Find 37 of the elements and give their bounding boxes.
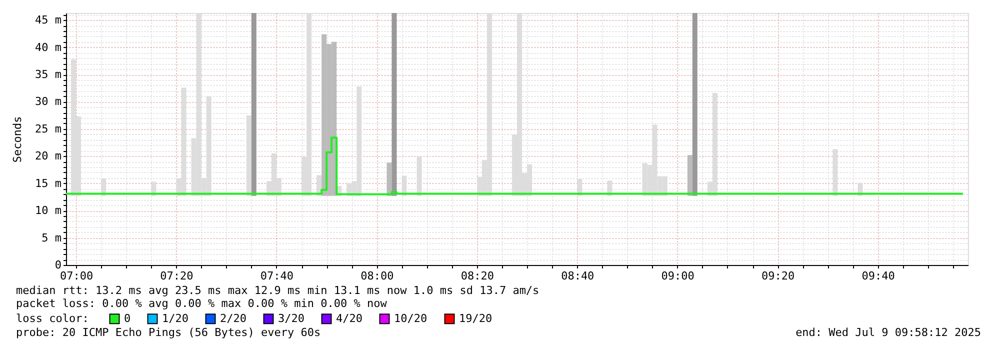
legend-label: 19/20 xyxy=(459,312,492,325)
legend-label: 10/20 xyxy=(394,312,428,325)
y-tick-label: 15 m xyxy=(35,176,62,190)
bar xyxy=(687,155,692,196)
x-tick-label: 09:40 xyxy=(862,270,895,282)
legend-label: 2/20 xyxy=(220,312,246,325)
y-tick-label: 10 m xyxy=(35,204,62,218)
text: end: Wed Jul 9 09:58:12 2025 xyxy=(796,326,981,339)
legend-label: 0 xyxy=(124,312,131,325)
bar xyxy=(386,162,392,196)
x-tick-label: 07:40 xyxy=(260,270,294,282)
x-tick-label: 09:00 xyxy=(661,270,694,282)
legend-label: 1/20 xyxy=(162,312,188,325)
x-tick-label: 09:20 xyxy=(762,270,795,282)
legend-label: 4/20 xyxy=(336,312,362,325)
legend-title: loss color: xyxy=(16,312,89,325)
text: median rtt: 13.2 ms avg 23.5 ms max 12.9 ms min 13.1 ms now 1.0 ms sd 13.7 am/s xyxy=(16,284,540,297)
y-tick-label: 40 m xyxy=(35,40,62,54)
y-tick-label: 45 m xyxy=(35,14,62,27)
y-tick-label: 25 m xyxy=(35,122,62,136)
bar xyxy=(692,13,698,196)
y-tick-label: 0 xyxy=(54,258,62,272)
bar xyxy=(251,13,256,196)
x-tick-label: 08:20 xyxy=(460,270,494,282)
y-axis-title: Seconds xyxy=(11,116,24,163)
legend-label: 3/20 xyxy=(278,312,304,325)
text: probe: 20 ICMP Echo Pings (56 Bytes) every 60s xyxy=(16,326,321,339)
text: packet loss: 0.00 % avg 0.00 % max 0.00 % min 0.00 % now xyxy=(16,297,388,310)
x-tick-label: 07:20 xyxy=(160,270,194,282)
x-tick-label: 08:00 xyxy=(360,270,394,282)
x-tick-label: 08:40 xyxy=(561,270,594,282)
y-tick-label: 20 m xyxy=(35,150,62,163)
y-tick-label: 35 m xyxy=(35,68,62,82)
y-tick-label: 30 m xyxy=(35,95,62,108)
bar xyxy=(392,13,397,196)
y-tick-label: 5 m xyxy=(42,231,62,244)
x-tick-label: 07:00 xyxy=(60,270,94,282)
